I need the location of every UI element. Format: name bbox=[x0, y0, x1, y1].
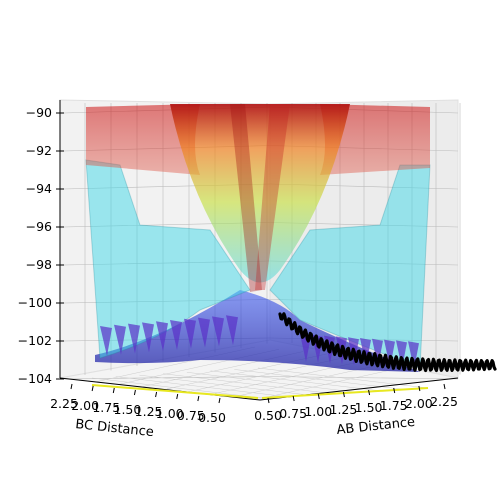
y-tick-mark bbox=[197, 395, 200, 402]
y-tick-label: 1.25 bbox=[135, 404, 163, 419]
surface-spike-left bbox=[230, 104, 262, 292]
z-tick-label: −92 bbox=[26, 143, 52, 158]
surface-tooth bbox=[396, 340, 407, 369]
surface-tooth bbox=[142, 322, 154, 353]
x-tick-mark bbox=[317, 393, 320, 400]
x-axis-ticks: 0.500.751.001.251.501.752.002.25 bbox=[254, 383, 458, 423]
x-tick-mark bbox=[443, 383, 446, 390]
y-tick-mark bbox=[70, 383, 73, 390]
y-axis-colorband bbox=[91, 384, 259, 399]
y-tick-mark bbox=[112, 387, 115, 394]
x-tick-mark bbox=[368, 389, 371, 396]
surface-tooth bbox=[384, 339, 395, 368]
y-tick-label: 0.50 bbox=[198, 410, 226, 425]
surface-top-left-red bbox=[86, 104, 200, 175]
x-tick-label: 0.75 bbox=[279, 406, 307, 421]
surface-tooth bbox=[212, 316, 224, 347]
z-tick-label: −98 bbox=[26, 257, 52, 272]
gridline bbox=[234, 369, 405, 390]
y-axis-ticks: 2.252.001.751.501.251.000.750.50 bbox=[50, 383, 226, 425]
y-tick-mark bbox=[155, 391, 158, 398]
y-tick-mark bbox=[176, 393, 179, 400]
y-tick-label: 1.75 bbox=[92, 400, 120, 415]
surface-tooth bbox=[100, 326, 112, 356]
x-axis-label: AB Distance bbox=[336, 415, 416, 438]
y-tick-label: 2.25 bbox=[50, 396, 78, 411]
gridline bbox=[210, 370, 381, 392]
surface-tooth bbox=[128, 323, 140, 354]
trajectory-line bbox=[278, 312, 497, 373]
x-tick-label: 1.25 bbox=[330, 402, 358, 417]
x-tick-mark bbox=[342, 391, 345, 398]
surface-purple-edge bbox=[100, 315, 419, 370]
y-tick-mark bbox=[218, 397, 221, 404]
x-axis-colorband bbox=[261, 387, 429, 399]
x-tick-label: 2.00 bbox=[405, 396, 433, 411]
z-tick-label: −102 bbox=[18, 333, 52, 348]
gridline bbox=[269, 376, 459, 380]
surface-tooth bbox=[114, 324, 126, 355]
x-tick-mark bbox=[393, 387, 396, 394]
surface-tooth bbox=[184, 318, 196, 349]
gridline bbox=[115, 376, 286, 397]
gridline bbox=[139, 374, 310, 396]
x-tick-label: 0.50 bbox=[254, 408, 282, 423]
energy-surface bbox=[85, 104, 431, 372]
y-tick-mark bbox=[133, 389, 136, 396]
surface-spike-right bbox=[255, 104, 290, 290]
y-tick-label: 1.00 bbox=[156, 406, 184, 421]
gridline bbox=[163, 373, 334, 394]
y-tick-mark bbox=[91, 385, 94, 392]
surface-tooth bbox=[372, 338, 383, 367]
y-tick-label: 2.00 bbox=[71, 398, 99, 413]
z-tick-label: −90 bbox=[26, 105, 52, 120]
x-tick-label: 1.50 bbox=[355, 400, 383, 415]
surface-tooth bbox=[156, 321, 168, 352]
x-tick-label: 1.00 bbox=[304, 404, 332, 419]
gridline bbox=[91, 377, 263, 399]
x-tick-label: 2.25 bbox=[430, 394, 458, 409]
z-tick-label: −104 bbox=[18, 371, 52, 386]
surface-tooth bbox=[198, 317, 210, 348]
surface-center-ridge bbox=[170, 104, 350, 283]
y-axis-label: BC Distance bbox=[75, 417, 155, 440]
z-tick-label: −100 bbox=[18, 295, 52, 310]
y-tick-label: 1.50 bbox=[114, 402, 142, 417]
y-tick-label: 0.75 bbox=[177, 408, 205, 423]
z-tick-label: −96 bbox=[26, 219, 52, 234]
x-tick-mark bbox=[292, 395, 295, 402]
surface-tooth bbox=[170, 320, 182, 350]
z-axis-ticks: −90 −92 −94 −96 −98 −100 −102 −104 bbox=[18, 105, 64, 386]
z-tick-label: −94 bbox=[26, 181, 52, 196]
surface-top-right-red bbox=[320, 104, 430, 175]
x-tick-mark bbox=[418, 385, 421, 392]
x-tick-label: 1.75 bbox=[380, 398, 408, 413]
surface-tooth bbox=[408, 341, 419, 370]
surface-tooth bbox=[226, 315, 238, 346]
gridline bbox=[186, 372, 357, 393]
x-tick-mark bbox=[267, 397, 270, 404]
